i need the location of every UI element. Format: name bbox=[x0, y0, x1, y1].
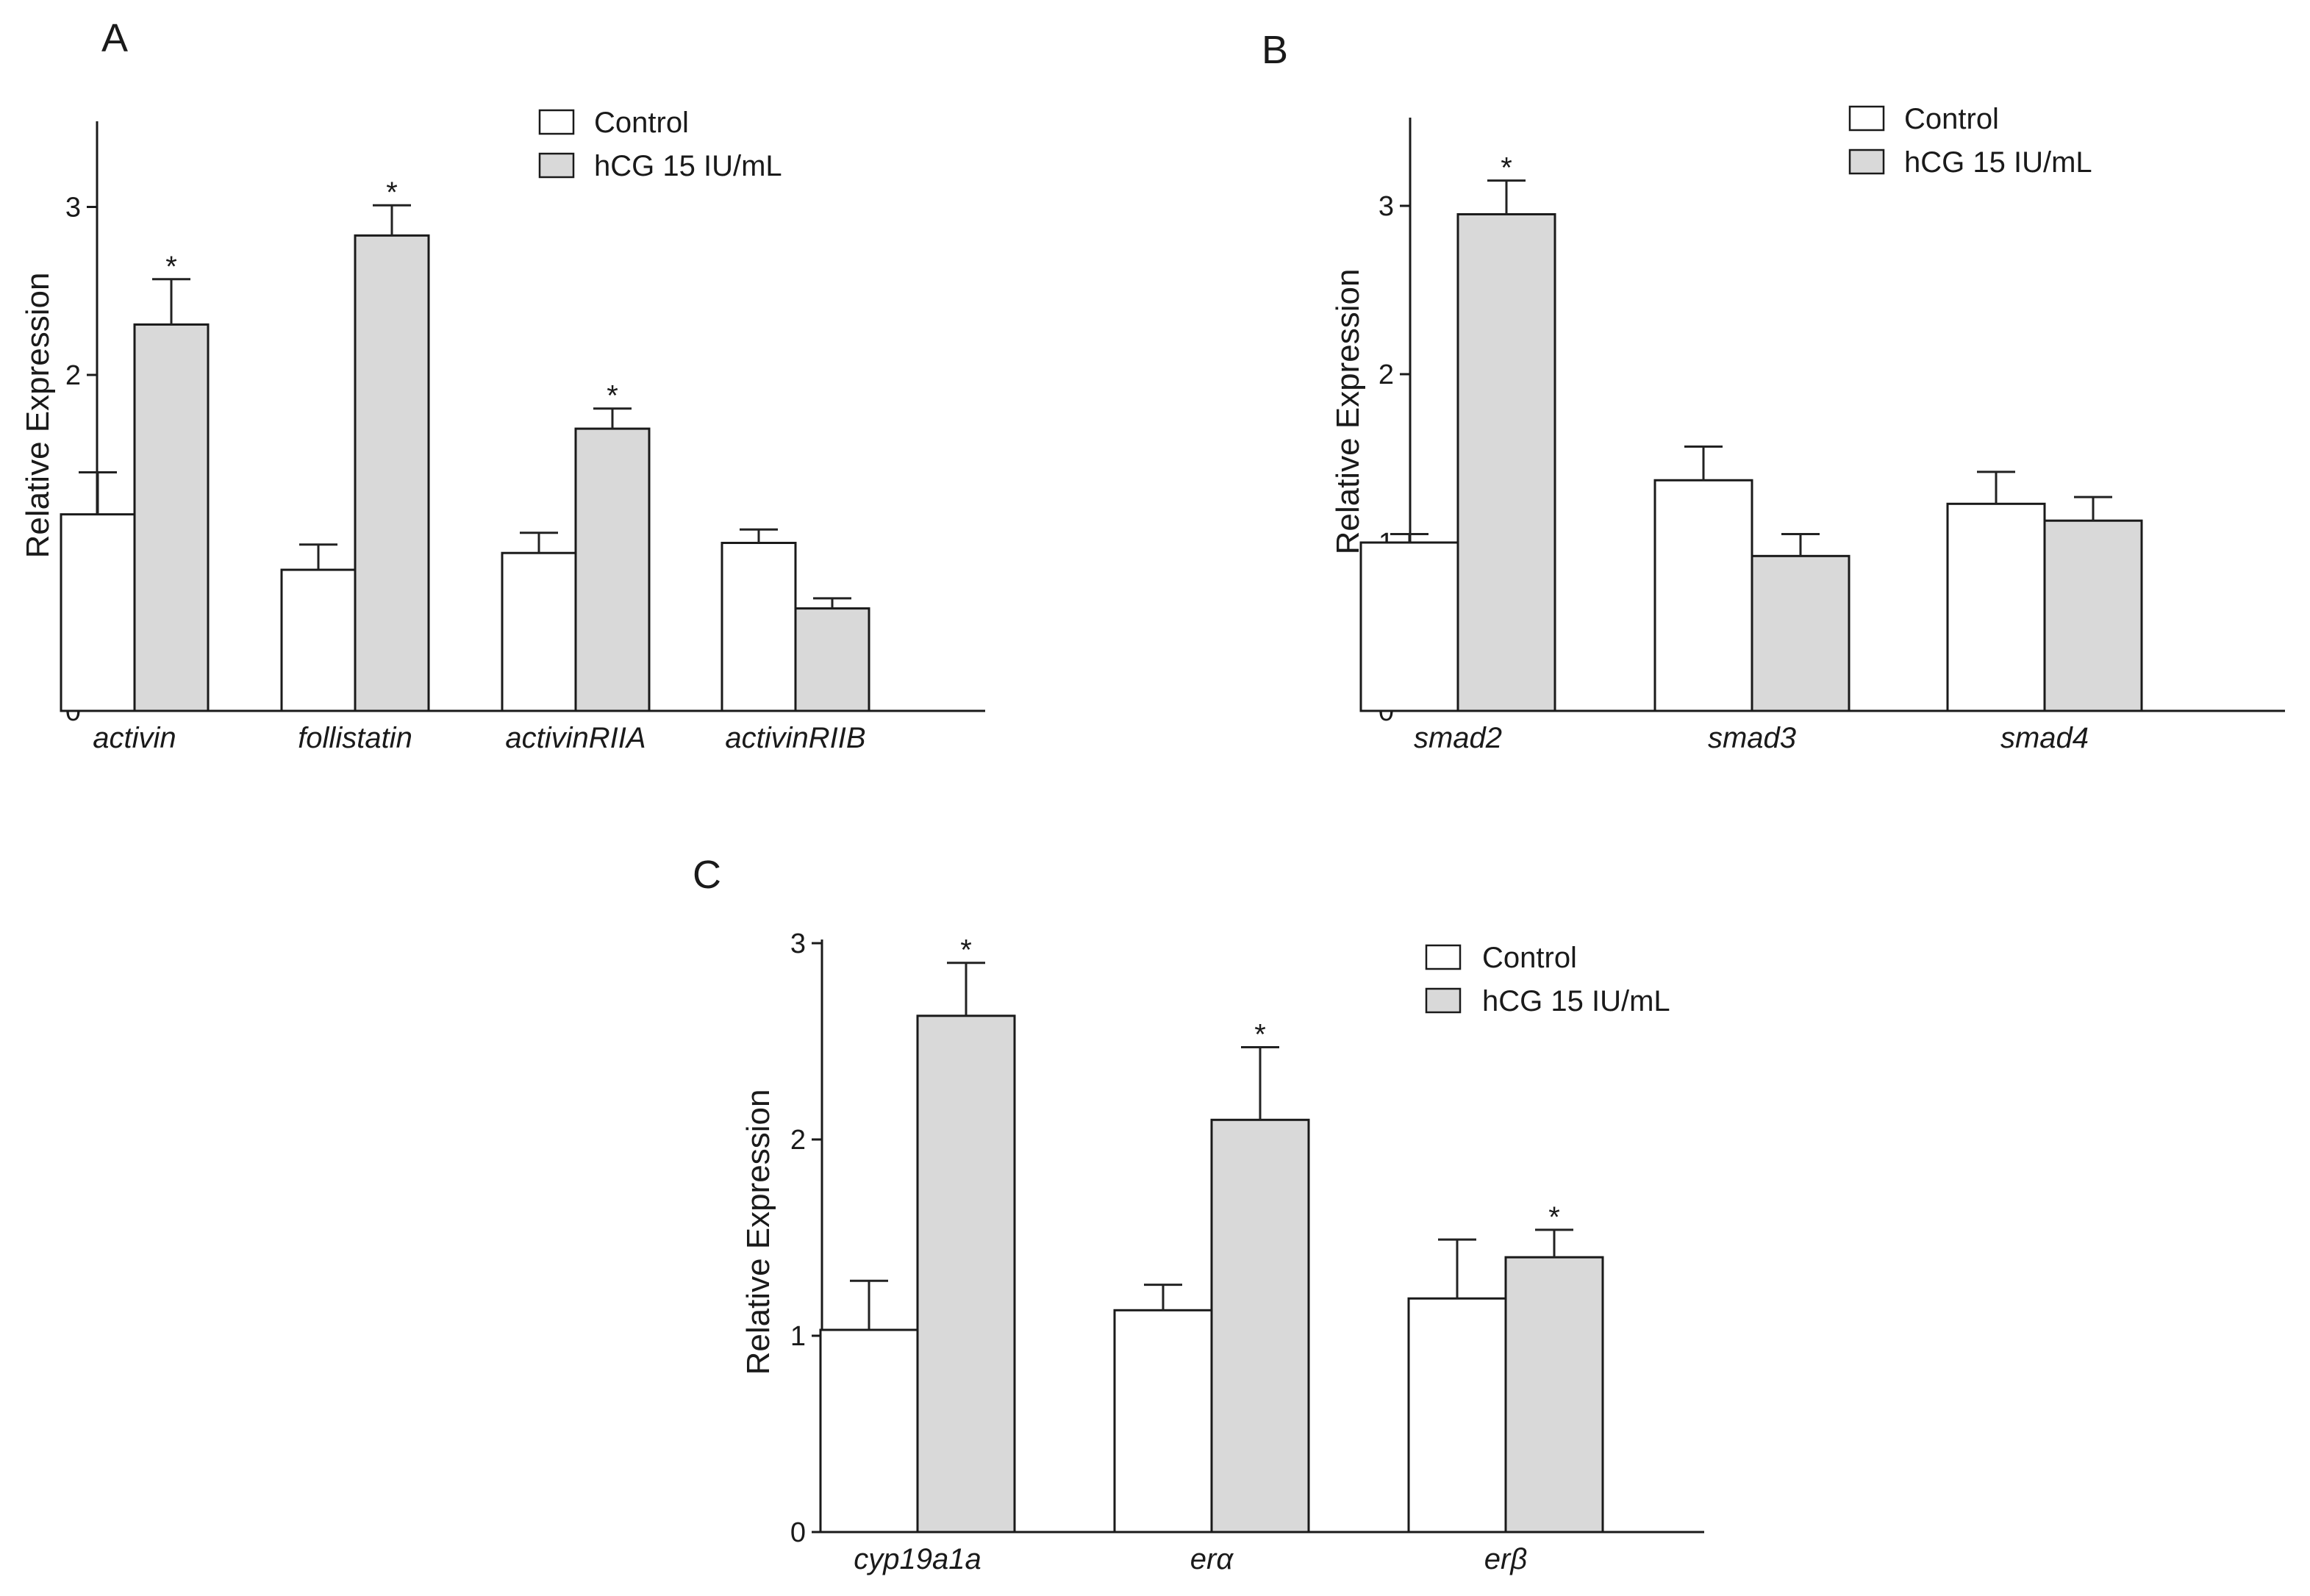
legend-swatch-control bbox=[538, 109, 575, 135]
bar-control bbox=[819, 1328, 919, 1534]
category-label: smad3 bbox=[1708, 722, 1796, 754]
bar-control bbox=[1653, 479, 1753, 712]
panel-a-bars: * * * bbox=[60, 176, 870, 712]
y-tick-label: 3 bbox=[790, 928, 806, 959]
panel-c-y-ticks: 0 1 2 3 bbox=[790, 928, 822, 1548]
y-tick-label: 2 bbox=[65, 360, 81, 391]
legend-swatch-hcg bbox=[538, 152, 575, 179]
category-label: activin bbox=[93, 722, 176, 754]
bar-control bbox=[1359, 541, 1459, 712]
significance-star: * bbox=[1501, 152, 1512, 185]
legend-swatch-control bbox=[1425, 944, 1462, 970]
legend-swatch-hcg bbox=[1848, 148, 1885, 175]
bar-hcg bbox=[2043, 519, 2143, 712]
legend-label-hcg: hCG 15 IU/mL bbox=[1482, 985, 1670, 1017]
category-label: cyp19a1a bbox=[854, 1543, 981, 1575]
y-tick-label: 2 bbox=[790, 1125, 806, 1156]
legend-label-hcg: hCG 15 IU/mL bbox=[594, 150, 782, 182]
significance-star: * bbox=[607, 380, 618, 412]
legend-label-control: Control bbox=[594, 107, 689, 139]
bar-control bbox=[501, 551, 577, 712]
category-label: smad4 bbox=[2000, 722, 2089, 754]
bar-control bbox=[720, 542, 797, 712]
panel-c-bars: * * * bbox=[819, 934, 1604, 1534]
bar-hcg bbox=[133, 323, 210, 712]
bar-control bbox=[1113, 1309, 1213, 1534]
bar-hcg bbox=[1456, 212, 1556, 712]
legend-label-control: Control bbox=[1904, 103, 1999, 135]
panel-a-y-axis-title: Relative Expression bbox=[20, 273, 56, 559]
category-label: erα bbox=[1190, 1543, 1234, 1575]
category-label: activinRIIB bbox=[725, 722, 865, 754]
bar-hcg bbox=[1210, 1118, 1310, 1534]
legend-swatch-control bbox=[1848, 105, 1885, 132]
y-tick-label: 2 bbox=[1379, 359, 1394, 390]
panel-b-y-axis-title: Relative Expression bbox=[1330, 269, 1366, 555]
panel-c-categories: cyp19a1a erα erβ bbox=[854, 1543, 1527, 1575]
bar-hcg bbox=[574, 427, 651, 712]
significance-star: * bbox=[1254, 1019, 1266, 1051]
category-label: smad2 bbox=[1414, 722, 1502, 754]
panel-b-letter: B bbox=[1262, 28, 1288, 72]
category-label: erβ bbox=[1484, 1543, 1527, 1575]
bar-control bbox=[1946, 502, 2046, 712]
panel-b-bars: * bbox=[1359, 152, 2143, 712]
panel-c-y-axis-title: Relative Expression bbox=[740, 1089, 776, 1375]
category-label: activinRIIA bbox=[505, 722, 646, 754]
panel-b-legend: Control hCG 15 IU/mL bbox=[1848, 103, 2092, 179]
panel-a-categories: activin follistatin activinRIIA activinRIIB bbox=[93, 722, 865, 754]
bar-hcg bbox=[354, 234, 430, 712]
significance-star: * bbox=[960, 934, 972, 967]
bar-control bbox=[1407, 1297, 1507, 1534]
y-tick-label: 1 bbox=[790, 1321, 806, 1352]
significance-star: * bbox=[165, 251, 177, 283]
panel-c: C Relative Expression 0 1 2 3 * * * cyp19a1a e… bbox=[693, 853, 1704, 1575]
y-tick-label: 3 bbox=[1379, 191, 1394, 222]
panel-c-legend: Control hCG 15 IU/mL bbox=[1425, 942, 1670, 1017]
panel-a-legend: Control hCG 15 IU/mL bbox=[538, 107, 782, 182]
legend-swatch-hcg bbox=[1425, 987, 1462, 1014]
y-tick-label: 0 bbox=[790, 1517, 806, 1548]
bar-hcg bbox=[794, 607, 870, 712]
panel-b-categories: smad2 smad3 smad4 bbox=[1414, 722, 2089, 754]
category-label: follistatin bbox=[298, 722, 412, 754]
bar-hcg bbox=[1751, 554, 1850, 712]
bar-control bbox=[60, 513, 136, 712]
legend-label-hcg: hCG 15 IU/mL bbox=[1904, 146, 2092, 179]
panel-a-letter: A bbox=[101, 16, 128, 60]
significance-star: * bbox=[386, 176, 398, 209]
legend-label-control: Control bbox=[1482, 942, 1577, 974]
y-tick-label: 3 bbox=[65, 193, 81, 223]
significance-star: * bbox=[1548, 1201, 1560, 1234]
bar-hcg bbox=[1504, 1256, 1604, 1534]
bar-hcg bbox=[916, 1015, 1016, 1534]
panel-c-letter: C bbox=[693, 853, 721, 897]
bar-control bbox=[280, 568, 357, 712]
